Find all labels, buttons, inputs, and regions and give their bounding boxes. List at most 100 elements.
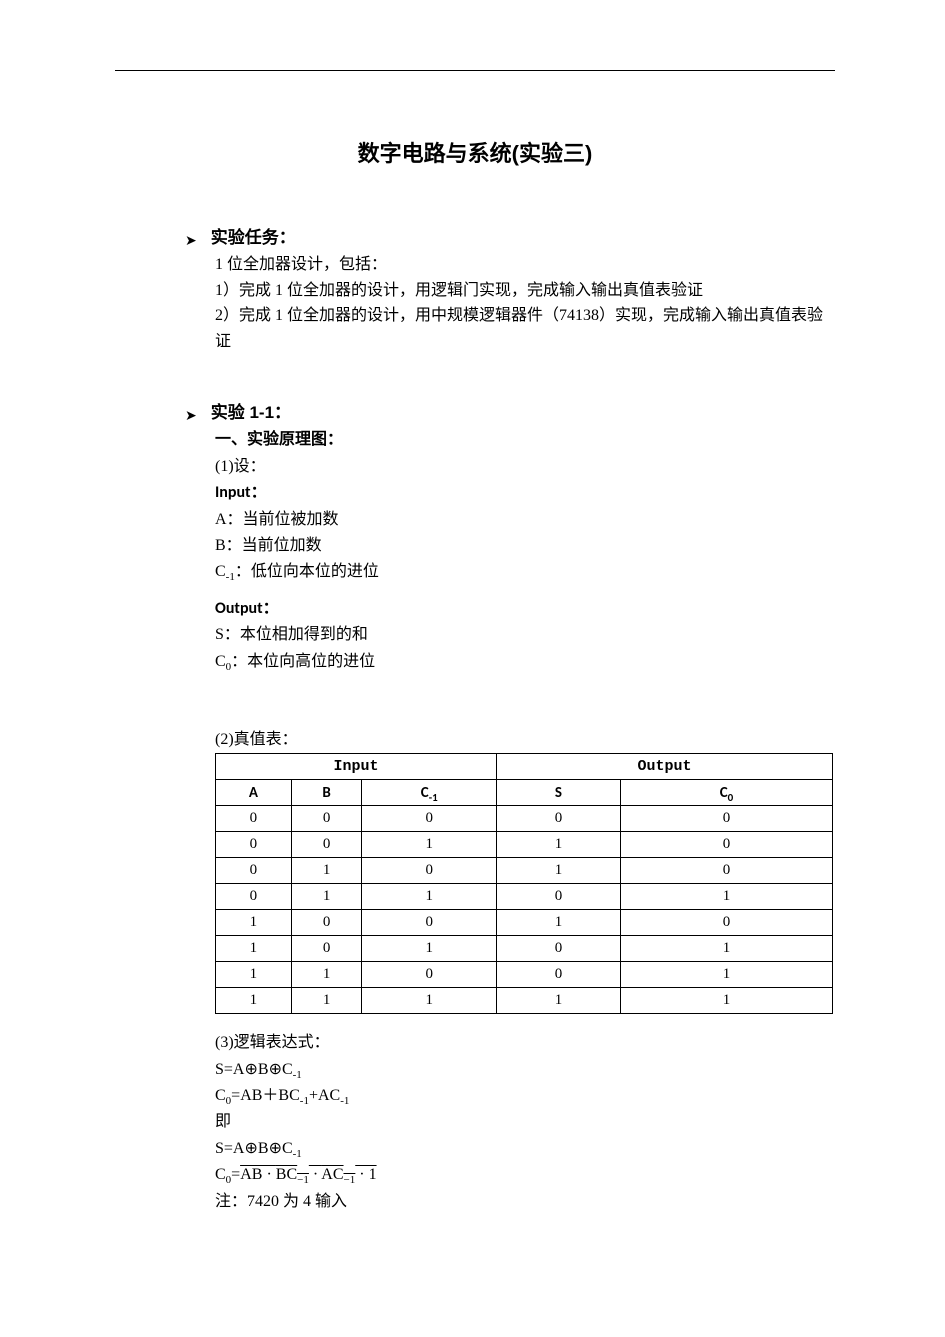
expr-2: C0=AB＋BC-1+AC-1 (215, 1083, 835, 1109)
table-row: 10101 (216, 936, 833, 962)
col-b: B (291, 780, 362, 806)
e2-l: C (215, 1087, 226, 1104)
table-cell: 1 (620, 936, 832, 962)
input-label: Input： (215, 480, 835, 506)
col-s: S (496, 780, 620, 806)
table-cell: 1 (216, 936, 292, 962)
table-cell: 1 (620, 884, 832, 910)
table-cell: 0 (620, 832, 832, 858)
table-cell: 1 (291, 858, 362, 884)
exp11-heading: 实验 1-1： (211, 398, 291, 423)
task-line-3: 2）完成 1 位全加器的设计，用中规模逻辑器件（74138）实现，完成输入输出真… (215, 303, 835, 354)
table-cell: 0 (496, 884, 620, 910)
section-exp11: ➤ 实验 1-1： (185, 398, 835, 423)
table-cell: 0 (291, 806, 362, 832)
output-c0: C0：本位向高位的进位 (215, 649, 835, 675)
e4-t3s: −1 (344, 1174, 356, 1186)
task-heading: 实验任务： (211, 223, 296, 248)
output-c0-post: ：本位向高位的进位 (231, 653, 375, 670)
table-cell: 0 (362, 806, 497, 832)
e1-sub: -1 (293, 1069, 302, 1081)
sub-heading-1: 一、实验原理图： (215, 427, 835, 453)
e4-d3: · 1 (355, 1166, 376, 1183)
e1-m: ⊕B⊕C (244, 1061, 292, 1078)
top-rule (115, 70, 835, 71)
table-cell: 0 (362, 962, 497, 988)
e3-l: S=A (215, 1140, 244, 1157)
table-cell: 0 (291, 936, 362, 962)
table-row: 01101 (216, 884, 833, 910)
table-cell: 1 (216, 910, 292, 936)
table-cell: 1 (362, 936, 497, 962)
table-row: 00110 (216, 832, 833, 858)
input-c: C-1：低位向本位的进位 (215, 559, 835, 585)
e1-l: S=A (215, 1061, 244, 1078)
e2-plus: +AC (309, 1087, 340, 1104)
table-cell: 1 (362, 884, 497, 910)
e2-s1: -1 (300, 1095, 309, 1107)
hdr-input: Input (216, 754, 497, 780)
table-header-group: Input Output (216, 754, 833, 780)
p1-label: (1)设： (215, 454, 835, 480)
table-row: 00000 (216, 806, 833, 832)
col-c-sub: -1 (429, 791, 438, 804)
table-cell: 1 (291, 962, 362, 988)
note-line: 注：7420 为 4 输入 (215, 1189, 835, 1215)
table-cell: 0 (496, 962, 620, 988)
table-cell: 1 (291, 988, 362, 1014)
table-cell: 1 (620, 962, 832, 988)
spacer (115, 586, 835, 596)
col-c0: C0 (620, 780, 832, 806)
table-row: 11111 (216, 988, 833, 1014)
table-cell: 0 (620, 806, 832, 832)
e4-d1: · (262, 1166, 275, 1183)
output-c0-pre: C (215, 653, 226, 670)
e4-C: C (215, 1166, 226, 1183)
expr-4-bar: AB · BC −1 · AC−1 · 1 (240, 1166, 376, 1183)
spacer (115, 354, 835, 398)
hdr-output: Output (496, 754, 832, 780)
task-line-2: 1）完成 1 位全加器的设计，用逻辑门实现，完成输入输出真值表验证 (215, 278, 835, 304)
p2-label: (2)真值表： (215, 727, 835, 753)
e3-m: ⊕B⊕C (244, 1140, 292, 1157)
table-cell: 1 (496, 858, 620, 884)
e4-d2: · (309, 1166, 321, 1183)
col-c-1: C-1 (362, 780, 497, 806)
table-cell: 0 (216, 806, 292, 832)
table-row: 10010 (216, 910, 833, 936)
p3-label: (3)逻辑表达式： (215, 1030, 835, 1056)
bullet-arrow-icon: ➤ (185, 235, 197, 249)
expr-ji: 即 (215, 1109, 835, 1135)
e4-t3: AC−1 (321, 1166, 355, 1183)
table-cell: 1 (362, 988, 497, 1014)
page-content: 数字电路与系统(实验三) ➤ 实验任务： 1 位全加器设计，包括： 1）完成 1… (115, 70, 835, 1337)
table-cell: 1 (216, 988, 292, 1014)
truth-table: Input Output A B C-1 S C0 00000001100101… (215, 753, 833, 1014)
table-cell: 1 (496, 988, 620, 1014)
table-row: 11001 (216, 962, 833, 988)
e4-t2a: BC (276, 1166, 297, 1183)
table-cell: 1 (362, 832, 497, 858)
table-cell: 1 (620, 988, 832, 1014)
col-a: A (216, 780, 292, 806)
input-c-sub: -1 (226, 572, 235, 584)
e4-t1: AB (240, 1166, 262, 1183)
task-line-1: 1 位全加器设计，包括： (215, 252, 835, 278)
table-header-cols: A B C-1 S C0 (216, 780, 833, 806)
e2-eq: =AB＋BC (231, 1087, 300, 1104)
spacer (115, 675, 835, 727)
table-cell: 0 (620, 858, 832, 884)
spacer (115, 1014, 835, 1024)
table-cell: 0 (496, 806, 620, 832)
bullet-arrow-icon: ➤ (185, 410, 197, 424)
table-cell: 1 (291, 884, 362, 910)
table-cell: 0 (291, 910, 362, 936)
table-cell: 0 (216, 884, 292, 910)
table-body: 0000000110010100110110010101011100111111 (216, 806, 833, 1014)
input-c-pre: C (215, 563, 226, 580)
input-a: A：当前位被加数 (215, 507, 835, 533)
e4-eq: = (231, 1166, 240, 1183)
col-c0-sub: 0 (728, 791, 734, 804)
table-cell: 0 (362, 910, 497, 936)
table-cell: 1 (496, 832, 620, 858)
